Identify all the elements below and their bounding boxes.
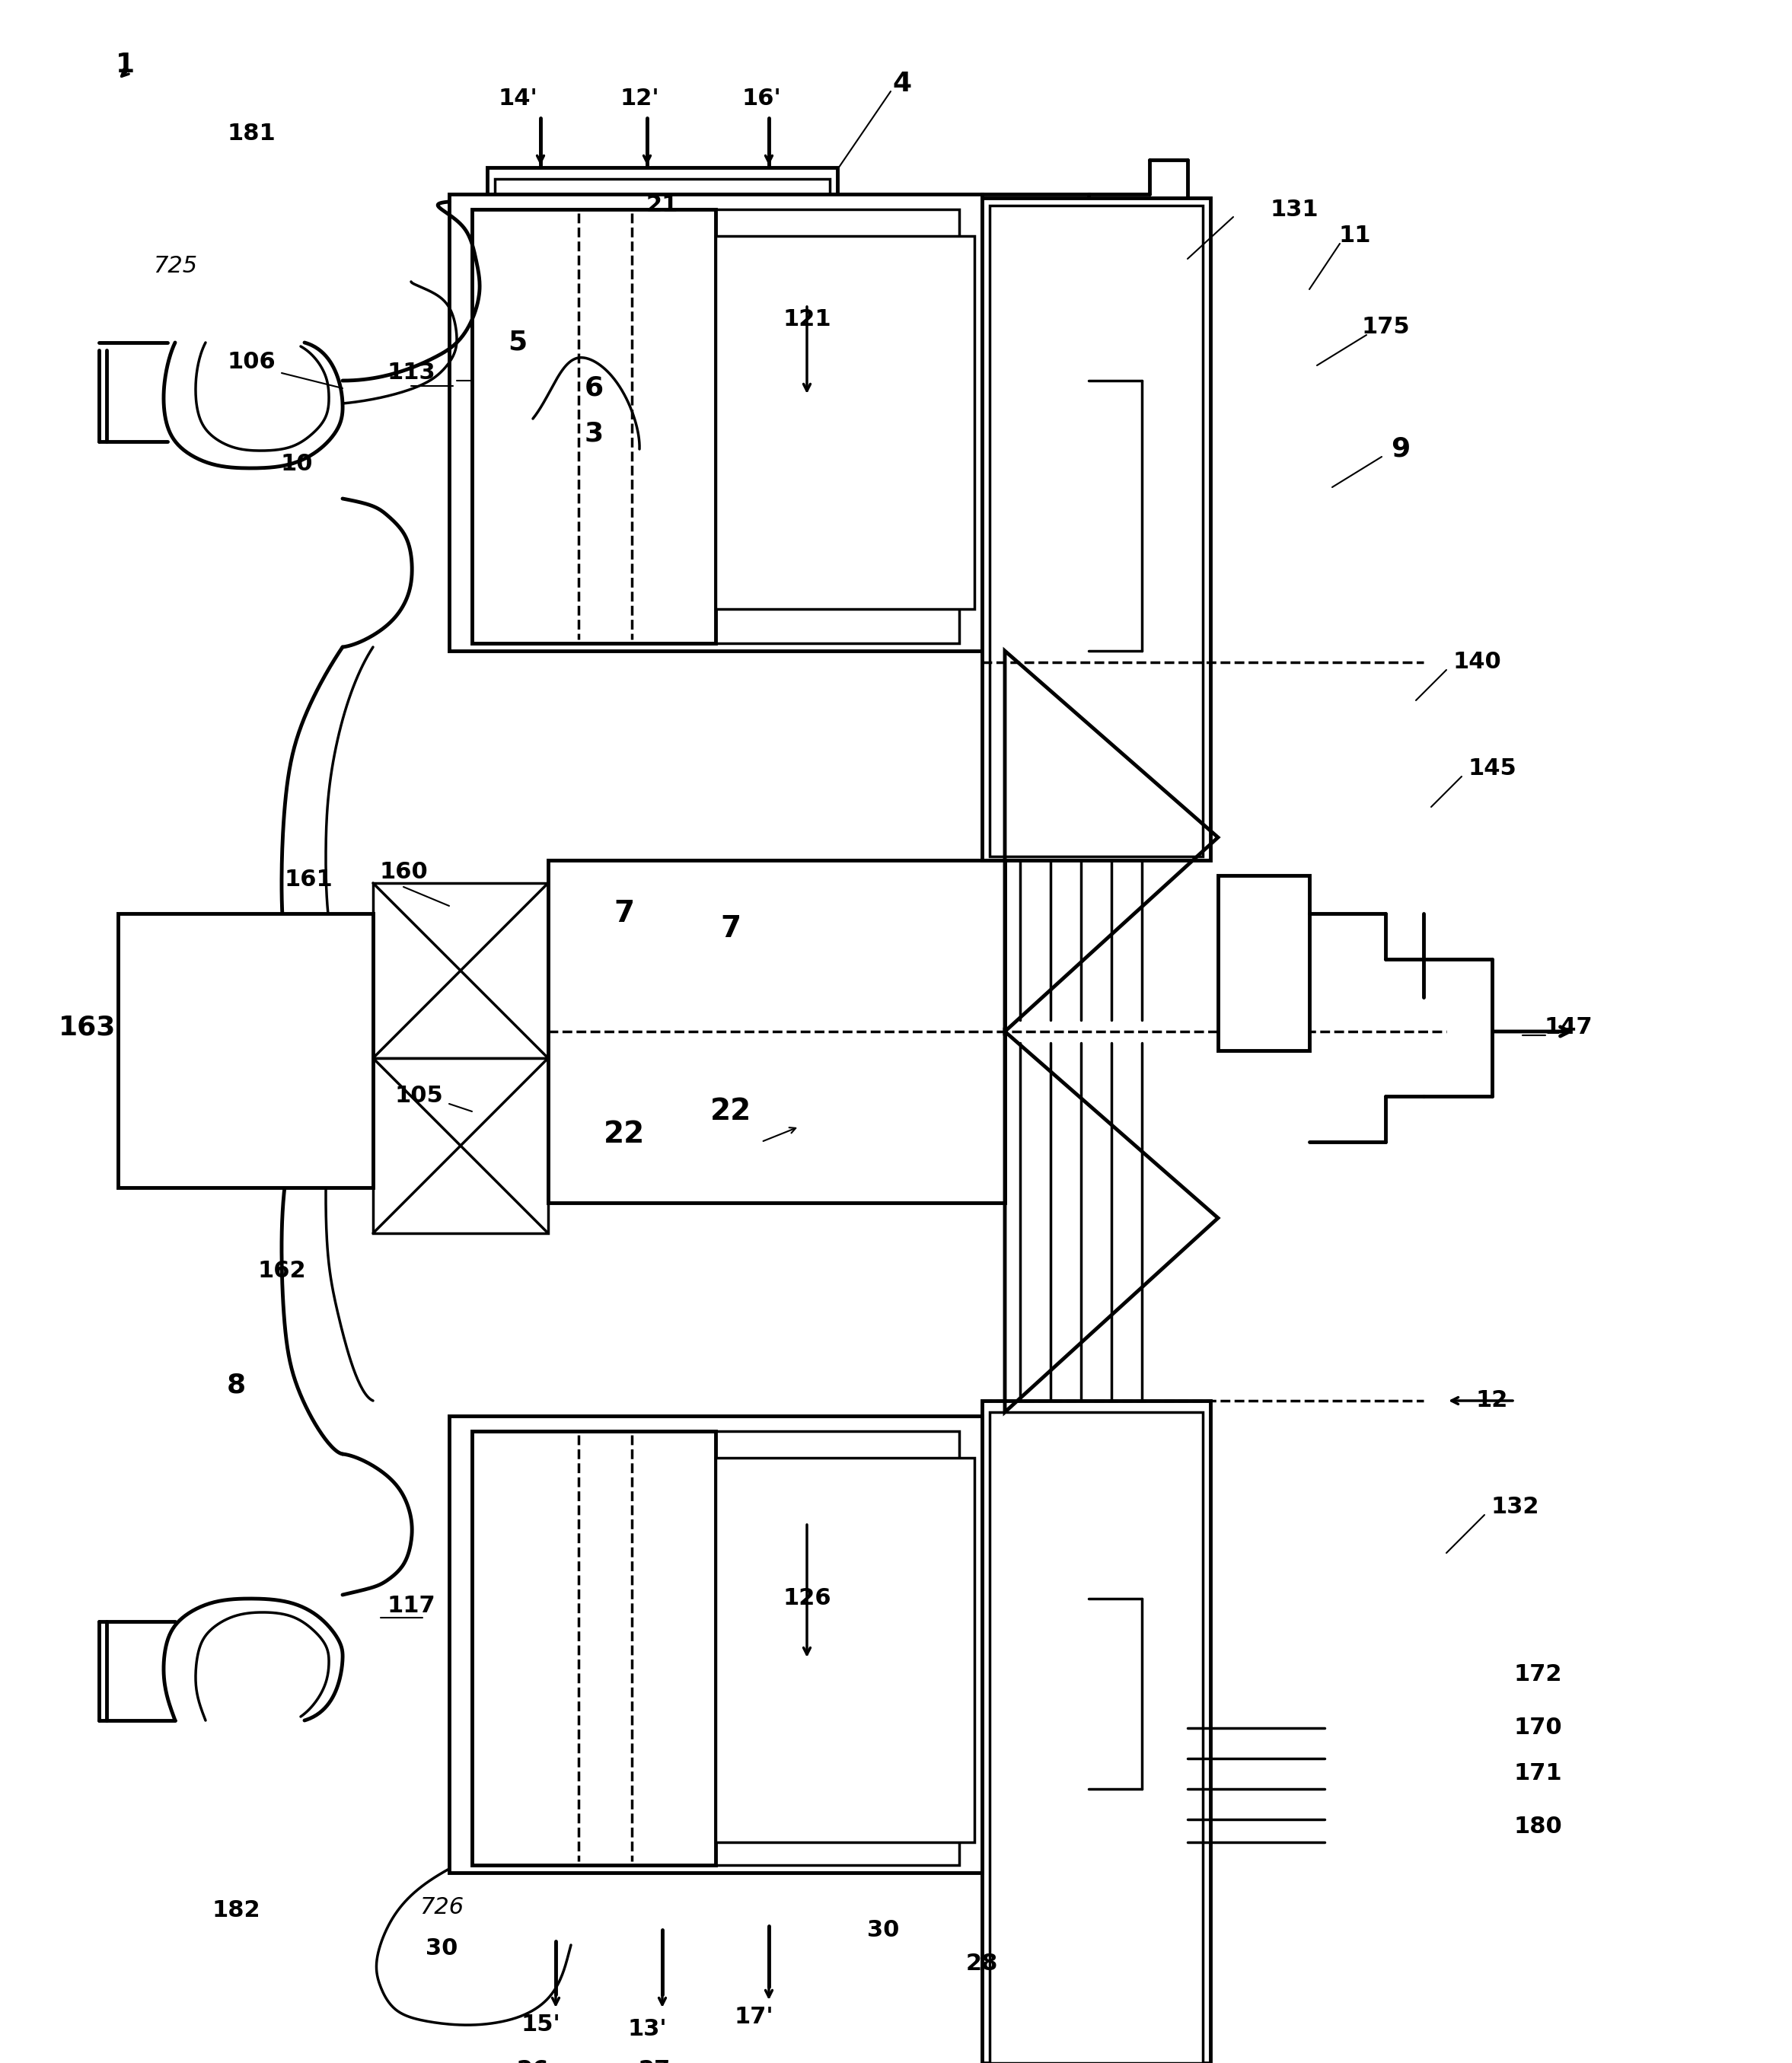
- Text: 22: 22: [604, 1120, 645, 1149]
- Text: 106: 106: [228, 351, 276, 373]
- Text: 27: 27: [638, 2059, 670, 2063]
- Text: 13': 13': [627, 2018, 667, 2040]
- Text: 9: 9: [1391, 435, 1410, 462]
- Text: 15': 15': [521, 2013, 561, 2036]
- Text: 7: 7: [615, 899, 634, 928]
- Text: 161: 161: [285, 869, 333, 891]
- Text: 725: 725: [152, 256, 197, 279]
- Bar: [487, 167, 837, 194]
- Text: 140: 140: [1453, 652, 1502, 673]
- Bar: [715, 235, 975, 609]
- Text: 117: 117: [387, 1595, 435, 1617]
- Text: 172: 172: [1514, 1663, 1563, 1685]
- Text: 7: 7: [720, 914, 742, 943]
- Text: 14': 14': [498, 89, 538, 109]
- Bar: [982, 194, 1088, 285]
- Text: 30: 30: [425, 1937, 457, 1960]
- Bar: [548, 860, 1005, 1203]
- Text: 162: 162: [258, 1260, 306, 1283]
- Text: 22: 22: [710, 1098, 751, 1126]
- Text: 126: 126: [783, 1589, 831, 1609]
- Bar: [118, 914, 373, 1188]
- Bar: [982, 1401, 1210, 2063]
- Text: 145: 145: [1468, 757, 1516, 780]
- Bar: [373, 883, 548, 1058]
- Text: 170: 170: [1514, 1716, 1563, 1739]
- Text: 26: 26: [516, 2059, 548, 2063]
- Text: 28: 28: [966, 1954, 998, 1974]
- Text: 726: 726: [419, 1896, 464, 1919]
- Bar: [1219, 875, 1310, 1050]
- Text: 105: 105: [394, 1085, 443, 1108]
- Text: 181: 181: [228, 122, 276, 144]
- Text: 17': 17': [735, 2007, 774, 2028]
- Text: 12': 12': [620, 89, 659, 109]
- Text: 30: 30: [867, 1919, 900, 1941]
- Text: 147: 147: [1545, 1017, 1593, 1040]
- Text: 5: 5: [509, 330, 527, 355]
- Text: 21: 21: [647, 194, 679, 217]
- Text: 131: 131: [1271, 198, 1319, 221]
- Text: 180: 180: [1514, 1815, 1563, 1838]
- Text: 4: 4: [892, 70, 912, 97]
- Bar: [471, 1432, 959, 1865]
- Bar: [715, 1459, 975, 1842]
- Bar: [495, 179, 830, 194]
- Text: 182: 182: [211, 1900, 260, 1923]
- Text: 171: 171: [1514, 1762, 1563, 1784]
- Text: 10: 10: [281, 454, 314, 474]
- Bar: [982, 198, 1210, 860]
- Text: 11: 11: [1339, 225, 1371, 248]
- Bar: [471, 1432, 715, 1865]
- Bar: [989, 1413, 1202, 2063]
- Text: 113: 113: [387, 361, 435, 384]
- Bar: [471, 208, 715, 644]
- Text: 132: 132: [1491, 1496, 1539, 1518]
- Text: 160: 160: [380, 860, 428, 883]
- Bar: [989, 206, 1202, 856]
- Text: 163: 163: [59, 1015, 116, 1040]
- Text: 3: 3: [584, 421, 604, 448]
- Text: 175: 175: [1362, 316, 1410, 338]
- Text: 6: 6: [584, 375, 604, 400]
- Text: 121: 121: [783, 309, 831, 330]
- Bar: [986, 198, 1084, 283]
- Text: 12: 12: [1477, 1390, 1509, 1411]
- Bar: [373, 1058, 548, 1234]
- Text: 8: 8: [226, 1372, 246, 1399]
- Text: 1: 1: [116, 52, 134, 78]
- Text: 16': 16': [742, 89, 781, 109]
- Bar: [450, 1415, 982, 1873]
- Bar: [450, 194, 982, 650]
- Bar: [471, 208, 959, 644]
